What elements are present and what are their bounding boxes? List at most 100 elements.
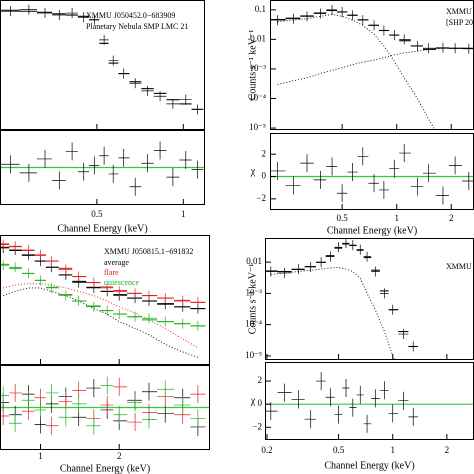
y-tick-label: 2 [262, 148, 267, 158]
residual-panel [0, 141, 205, 196]
data-point [379, 288, 389, 299]
data-point [173, 301, 191, 312]
residual-point [19, 163, 37, 182]
residual-panel [265, 372, 474, 433]
residual-point [153, 141, 167, 160]
data-point [72, 271, 87, 282]
residual-point [127, 393, 143, 412]
data-point [315, 257, 326, 268]
data-point [86, 282, 101, 293]
data-point [461, 43, 474, 54]
data-point [410, 40, 423, 51]
residual-point [399, 144, 411, 163]
panel-subtitle: [SHP 200 [446, 18, 474, 27]
legend-entry: average [104, 258, 129, 267]
data-point [127, 288, 143, 299]
y-tick-label: −2 [256, 193, 266, 203]
residual-point [100, 400, 114, 419]
data-point [265, 266, 278, 277]
residual-point [270, 161, 286, 180]
residual-point [142, 410, 158, 429]
legend-entry: flare [104, 268, 119, 277]
x-axis-label: Channel Energy (keV) [57, 223, 147, 234]
residual-point [334, 405, 343, 424]
data-point [349, 240, 357, 251]
residual-point [89, 156, 100, 175]
residual-point [99, 146, 109, 165]
panel-subtitle: Planetary Nebula SMP LMC 21 [86, 22, 188, 31]
residual-point [58, 392, 73, 411]
residual-point [357, 147, 369, 166]
model-component [277, 47, 469, 85]
data-point [58, 290, 73, 301]
residual-panel [0, 376, 210, 436]
y-tick-label: 10⁻⁴ [245, 319, 262, 329]
residual-point [422, 164, 436, 183]
residual-point [45, 383, 59, 402]
x-tick-label: 0.5 [333, 445, 345, 455]
data-point [435, 42, 450, 53]
residual-point [157, 380, 174, 399]
residual-point [313, 170, 327, 189]
x-axis-label: Channel Energy (keV) [324, 460, 414, 471]
residual-point [9, 383, 22, 402]
x-tick-label: 0.5 [337, 213, 349, 223]
data-point [166, 98, 180, 109]
data-point [173, 295, 191, 306]
residual-point [326, 157, 338, 176]
residual-point [190, 409, 206, 428]
residual-point [34, 400, 46, 419]
data-point [100, 282, 114, 293]
legend-entry: quiescence [104, 278, 140, 287]
residual-point [100, 396, 114, 415]
data-point [190, 297, 206, 308]
residual-point [349, 398, 357, 417]
x-tick-label: 1 [181, 209, 186, 219]
residual-point [118, 148, 130, 167]
residual-point [166, 168, 180, 187]
data-point [378, 25, 390, 36]
y-tick-label: 10⁻⁴ [249, 93, 266, 103]
data-point [86, 301, 101, 312]
data-point [86, 277, 101, 288]
residual-point [65, 142, 78, 161]
data-point [72, 277, 87, 288]
data-point [118, 68, 130, 79]
y-tick-label: 0.1 [255, 4, 266, 14]
residual-point [113, 405, 128, 424]
residual-point [127, 391, 143, 410]
data-point [9, 241, 22, 252]
x-tick-label: 0.5 [91, 209, 103, 219]
y-tick-label: 10⁻³ [250, 63, 267, 73]
residual-point [368, 174, 379, 193]
data-point [99, 34, 109, 45]
data-point [157, 293, 174, 304]
residual-point [408, 407, 419, 426]
residual-point [342, 379, 350, 397]
residual-point [129, 177, 142, 196]
residual-point [435, 186, 450, 205]
data-point [45, 282, 59, 293]
data-point [45, 256, 59, 267]
y-axis-label: χ [250, 166, 256, 177]
panel-title: XMMU J [446, 262, 474, 271]
model-component [3, 287, 199, 358]
data-point [21, 268, 35, 279]
residual-point [127, 413, 143, 432]
data-point [398, 329, 409, 340]
residual-point [179, 151, 192, 169]
residual-point [72, 408, 87, 427]
data-point [142, 295, 158, 306]
y-axis-label: χ [250, 395, 256, 406]
spectrum-panel [1, 4, 204, 115]
model-component [277, 13, 436, 130]
residual-point [388, 404, 399, 423]
residual-point [300, 154, 314, 173]
data-point [408, 341, 419, 352]
y-tick-label: 0 [258, 398, 263, 408]
data-point [0, 260, 10, 271]
data-point [342, 238, 350, 249]
data-point [157, 316, 174, 327]
residual-point [86, 379, 101, 398]
x-tick-label: 2 [445, 445, 450, 455]
